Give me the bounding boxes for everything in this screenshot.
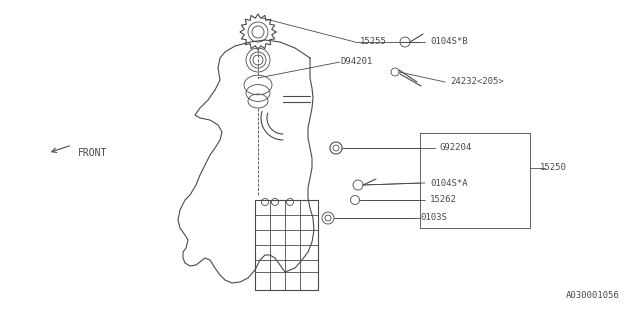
Text: 0104S*A: 0104S*A <box>430 179 468 188</box>
Text: G92204: G92204 <box>440 143 472 153</box>
Text: 15255: 15255 <box>360 37 387 46</box>
Text: 15262: 15262 <box>430 196 457 204</box>
Text: D94201: D94201 <box>340 58 372 67</box>
Text: FRONT: FRONT <box>78 148 108 158</box>
Text: A030001056: A030001056 <box>566 291 620 300</box>
Text: 15250: 15250 <box>540 164 567 172</box>
Text: 0103S: 0103S <box>420 213 447 222</box>
Text: 24232<205>: 24232<205> <box>450 77 504 86</box>
Text: 0104S*B: 0104S*B <box>430 37 468 46</box>
